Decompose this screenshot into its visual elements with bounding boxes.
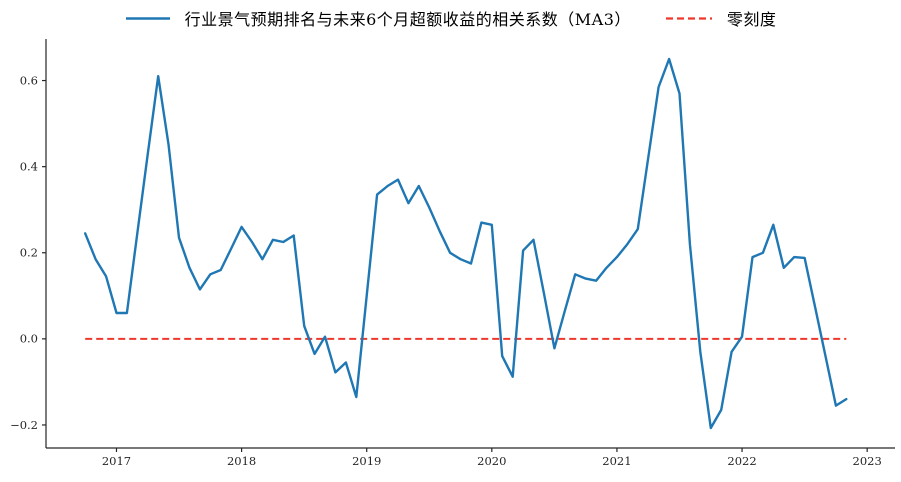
x-tick-label: 2017: [102, 454, 131, 468]
correlation-series-line: [83, 57, 848, 430]
legend-zero-label: 零刻度: [726, 10, 777, 29]
legend-line-sample-icon: [125, 16, 170, 20]
y-tick-label: 0.2: [20, 246, 38, 260]
y-tick-label: 0.6: [20, 73, 38, 87]
legend-dash-sample-icon: [665, 16, 712, 20]
x-tick-label: 2023: [853, 454, 882, 468]
x-tick-label: 2020: [477, 454, 506, 468]
legend-series-label: 行业景气预期排名与未来6个月超额收益的相关系数（MA3）: [184, 10, 631, 29]
y-tick-label: 0.0: [20, 332, 38, 346]
y-tick-label: 0.4: [20, 159, 38, 173]
y-tick-label: −0.2: [10, 418, 38, 432]
x-tick-label: 2019: [352, 454, 381, 468]
x-tick-label: 2021: [602, 454, 631, 468]
legend: 行业景气预期排名与未来6个月超额收益的相关系数（MA3） 零刻度: [0, 6, 901, 30]
legend-item-series: 行业景气预期排名与未来6个月超额收益的相关系数（MA3）: [125, 6, 631, 30]
x-tick-label: 2018: [227, 454, 256, 468]
legend-item-zero: 零刻度: [665, 6, 777, 30]
x-tick-label: 2022: [727, 454, 756, 468]
